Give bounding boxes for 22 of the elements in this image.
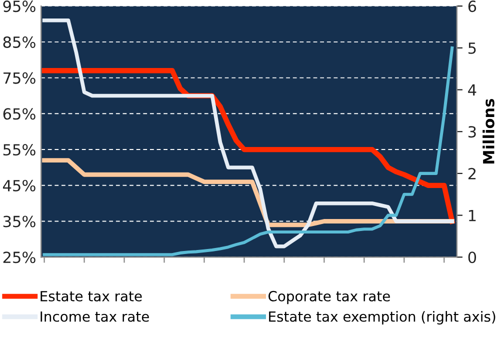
line-series [42, 46, 454, 256]
y2-tick-label: 5 [468, 42, 476, 54]
y2-tick-label: 0 [468, 252, 476, 264]
y2-tick-label: 3 [468, 126, 476, 138]
y-tick-label: 65% [3, 108, 36, 120]
legend-label: Estate tax exemption (right axis) [269, 311, 496, 324]
legend-label: Estate tax rate [40, 291, 142, 302]
y2-tick-label: 4 [468, 84, 476, 96]
legend-label: Income tax rate [40, 311, 149, 322]
y-tick-label: 55% [3, 144, 36, 156]
legend-label: Coporate tax rate [268, 290, 390, 304]
y-tick-label: 75% [4, 72, 36, 84]
y2-tick-label: 2 [468, 168, 476, 180]
y-tick-label: 95% [3, 0, 36, 12]
y2-tick-label: 6 [468, 0, 476, 12]
y2-axis-title: Millions [482, 99, 494, 164]
y-tick-label: 25% [3, 252, 36, 264]
y2-tick-label: 1 [469, 210, 476, 222]
y-tick-label: 35% [3, 216, 36, 228]
y-tick-label: 85% [3, 36, 36, 48]
line-series [42, 18, 454, 248]
y-tick-label: 45% [3, 180, 36, 192]
